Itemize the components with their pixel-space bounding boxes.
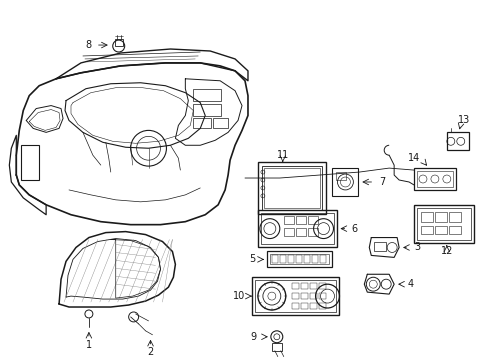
Bar [319,255,325,264]
Bar [300,283,307,289]
Bar [251,277,339,315]
Bar [261,213,334,244]
Text: 13: 13 [457,116,469,126]
Bar [213,118,227,129]
Bar [21,145,39,180]
Bar [318,293,325,299]
Bar [300,293,307,299]
Bar [307,216,317,224]
Text: 1: 1 [86,340,92,350]
Bar [336,172,346,180]
Bar [434,212,446,222]
Bar [262,166,321,210]
Text: 4: 4 [406,279,412,289]
Bar [309,283,316,289]
Bar [434,226,446,234]
Bar [295,228,305,235]
Bar [295,216,305,224]
Bar [283,228,293,235]
Bar [420,212,432,222]
Bar [254,280,336,312]
Bar [266,251,331,267]
Bar [257,210,337,247]
Bar [287,255,293,264]
Text: 8: 8 [86,40,92,50]
Bar [332,168,358,196]
Text: 12: 12 [440,247,452,256]
Bar [416,208,470,239]
Bar [309,303,316,309]
Bar [193,89,221,100]
Text: 14: 14 [407,153,419,163]
Bar [291,293,298,299]
Text: 3: 3 [413,243,419,252]
Bar [446,132,468,150]
Bar [279,255,285,264]
Text: 6: 6 [351,224,357,234]
Bar [193,118,211,129]
Bar [257,162,325,214]
Text: 9: 9 [250,332,256,342]
Bar [420,226,432,234]
Bar [291,283,298,289]
Text: 11: 11 [276,150,288,160]
Bar [300,303,307,309]
Bar [416,171,452,187]
Bar [271,343,281,351]
Bar [318,283,325,289]
Bar [283,216,293,224]
Bar [373,242,386,251]
Bar [448,226,460,234]
Bar [311,255,317,264]
Bar [115,39,122,46]
Bar [193,104,221,116]
Bar [307,228,317,235]
Bar [303,255,309,264]
Text: 7: 7 [379,177,385,187]
Bar [448,212,460,222]
Bar [264,168,319,208]
Bar [271,255,277,264]
Text: 2: 2 [147,347,153,357]
Text: 5: 5 [248,255,254,264]
Bar [295,255,301,264]
Text: 10: 10 [232,291,244,301]
Bar [318,303,325,309]
Bar [413,168,455,190]
Bar [269,255,328,264]
Bar [291,303,298,309]
Bar [309,293,316,299]
Bar [413,205,473,243]
